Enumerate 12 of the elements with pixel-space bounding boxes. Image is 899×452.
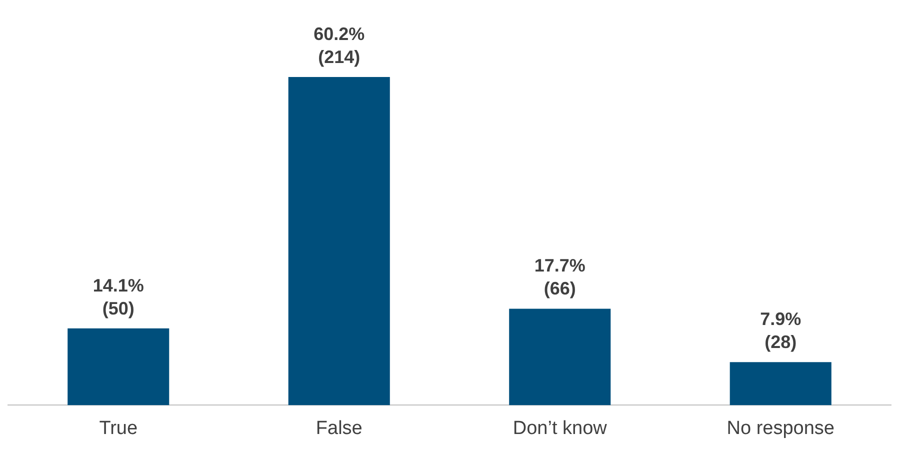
data-label: 60.2% (214) — [314, 24, 365, 67]
x-tick-label: False — [316, 418, 362, 439]
data-label: 14.1% (50) — [92, 275, 144, 318]
x-tick-label: Don’t know — [512, 418, 608, 439]
data-label: 7.9% (28) — [760, 309, 802, 352]
bar — [68, 328, 170, 406]
x-tick-label: No response — [726, 418, 834, 439]
bar — [509, 308, 611, 406]
data-label: 17.7% (66) — [534, 256, 586, 299]
x-tick-label: True — [99, 418, 138, 439]
bar — [730, 362, 832, 406]
bar — [288, 77, 390, 406]
